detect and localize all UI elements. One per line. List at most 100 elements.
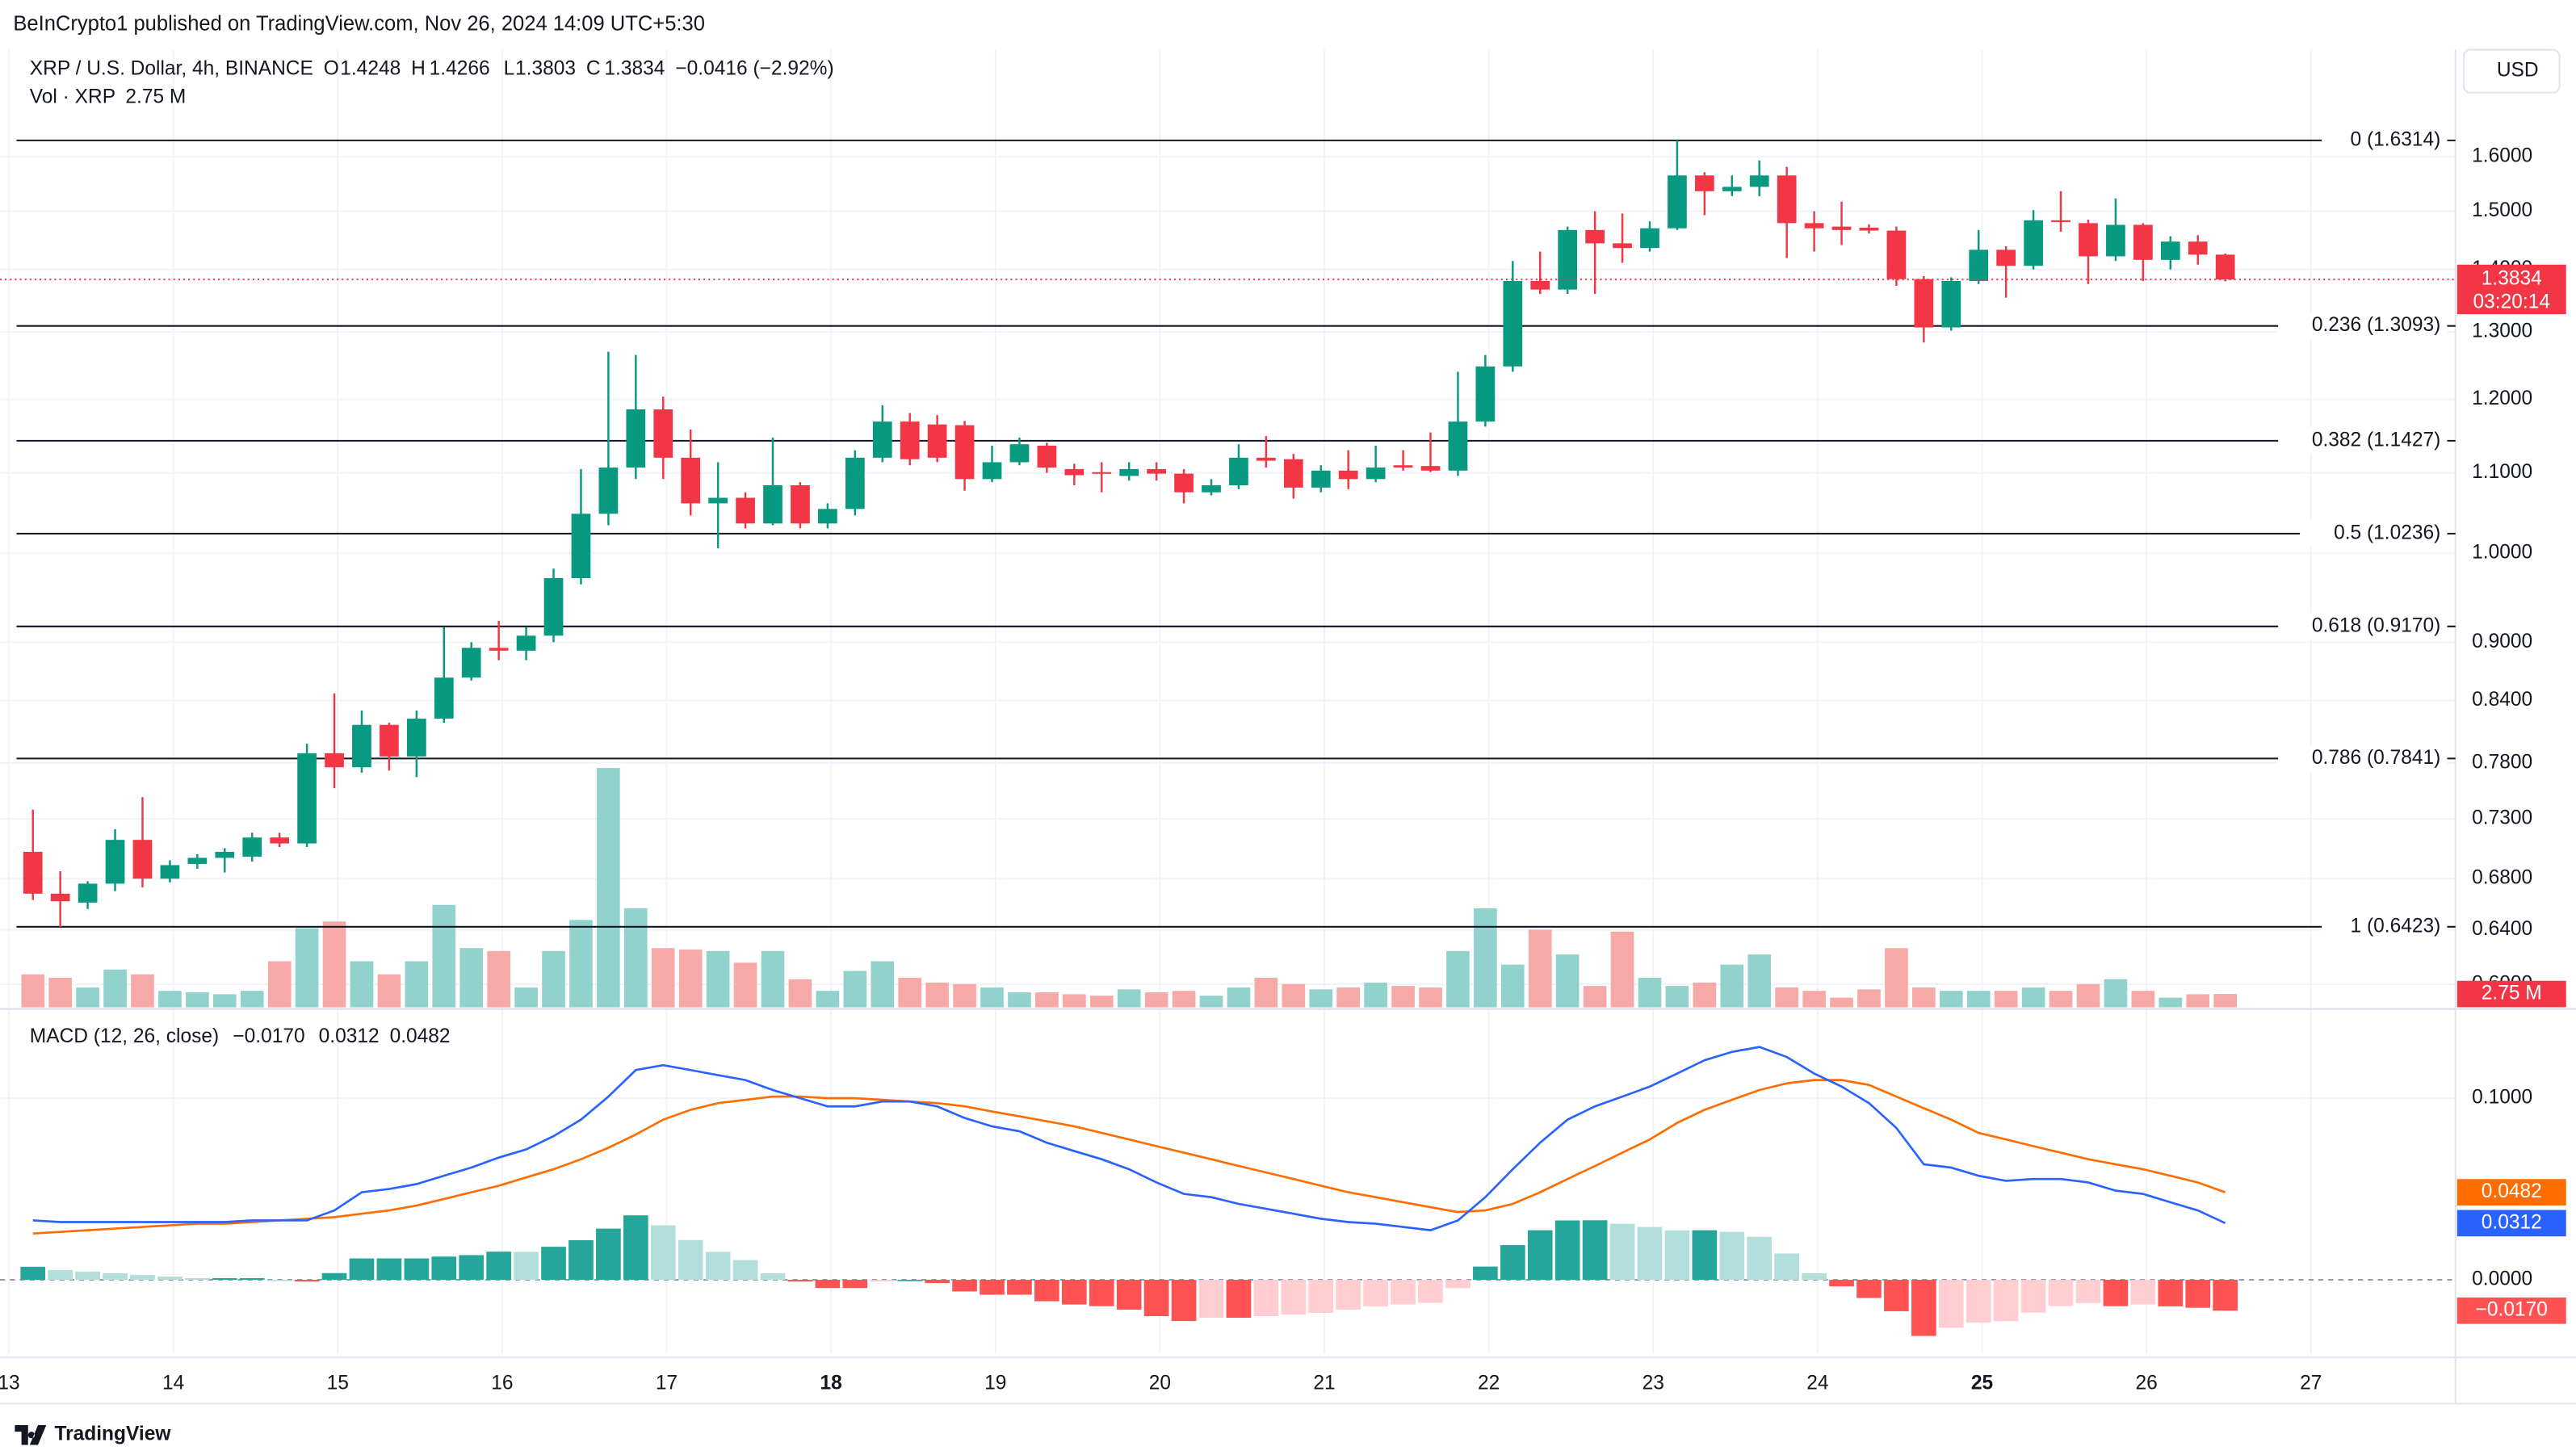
x-tick-label: 15 (327, 1372, 349, 1394)
y-tick-label: 1.0000 (2472, 542, 2532, 564)
candle-body (681, 457, 701, 504)
macd-hist-bar (514, 1252, 539, 1281)
candle-body (78, 883, 98, 903)
macd-hist-bar (185, 1278, 210, 1281)
candle-body (2079, 223, 2098, 257)
volume-bar (2131, 991, 2155, 1008)
macd-hist-bar (130, 1274, 155, 1281)
volume-bar (514, 987, 538, 1008)
volume-bar (1638, 977, 1662, 1008)
macd-hist-bar (1171, 1280, 1197, 1322)
macd-legend-signal: 0.0482 (390, 1025, 451, 1047)
macd-label-box (2456, 1179, 2566, 1206)
macd-hist-bar (596, 1228, 621, 1281)
candle-body (461, 648, 481, 678)
volume-bar (953, 983, 976, 1008)
volume-bar (597, 768, 620, 1008)
candle-body (900, 421, 920, 459)
fib-label: 0.786 (0.7841) (2312, 747, 2440, 769)
volume-bar (1775, 987, 1798, 1008)
volume-label-box (2456, 980, 2566, 1008)
y-tick-label: 0.6400 (2472, 918, 2532, 940)
price-label: 1.3834 (2482, 268, 2542, 290)
candle-body (736, 497, 755, 524)
volume-bar (1720, 964, 1744, 1008)
ohlc-letter: O (324, 58, 339, 80)
macd-hist-bar (48, 1269, 73, 1281)
macd-hist-bar (75, 1271, 100, 1281)
macd-hist-bar (1609, 1223, 1635, 1281)
candle-body (516, 635, 536, 651)
volume-bar (186, 992, 209, 1008)
candle-body (160, 865, 180, 879)
candle-body (2133, 224, 2153, 260)
macd-hist-bar (157, 1276, 183, 1281)
volume-bar (816, 991, 840, 1008)
candle-body (653, 409, 673, 458)
candle-body (1147, 468, 1166, 474)
candle-body (791, 484, 810, 524)
fib-label-bg (2278, 312, 2448, 340)
ohlc-letter: L (504, 58, 515, 80)
volume-bar (1830, 997, 1853, 1008)
macd-hist-bar (321, 1273, 347, 1281)
macd-value-label: 0.0482 (2482, 1180, 2542, 1202)
volume-bar (2076, 983, 2100, 1008)
macd-legend: MACD (12, 26, close) (30, 1025, 219, 1047)
macd-hist-bar (1966, 1280, 1991, 1323)
macd-hist-bar (650, 1225, 676, 1281)
volume-bar (843, 971, 867, 1008)
candle-body (50, 893, 70, 902)
macd-hist-bar (1198, 1280, 1224, 1319)
chart-title: XRP / U.S. Dollar, 4h, BINANCE (30, 58, 313, 80)
volume-bar (377, 974, 401, 1008)
macd-hist-bar (1473, 1266, 1498, 1281)
macd-label-box (2456, 1210, 2566, 1237)
volume-bar (405, 961, 429, 1008)
volume-bar (1885, 948, 1908, 1008)
volume-bar (651, 948, 675, 1008)
candle-body (954, 425, 975, 480)
volume-bar (980, 987, 1004, 1008)
ohlc-value: 1.4248 (340, 58, 401, 80)
ohlc-value: 1.3803 (515, 58, 576, 80)
macd-hist-bar (212, 1278, 237, 1281)
macd-hist-bar (1445, 1280, 1471, 1289)
candle-body (1366, 468, 1386, 480)
volume-bar (678, 950, 703, 1008)
signal-line (32, 1079, 2226, 1235)
macd-hist-bar (925, 1280, 950, 1284)
volume-bar (1994, 991, 2018, 1008)
volume-bar (487, 950, 510, 1008)
candle-body (1283, 459, 1303, 488)
candle-body (1475, 366, 1496, 422)
macd-hist-bar (1363, 1280, 1388, 1306)
candle-body (1174, 473, 1194, 493)
macd-hist-bar (1774, 1253, 1800, 1281)
macd-hist-bar (1554, 1220, 1580, 1281)
price-change: −0.0416 (−2.92%) (675, 58, 833, 80)
candle-body (2051, 220, 2070, 222)
macd-hist-bar (1664, 1230, 1690, 1281)
candle-body (132, 840, 153, 879)
volume-bar (1254, 977, 1278, 1008)
macd-hist-bar (1061, 1280, 1087, 1305)
volume-bar (240, 991, 264, 1008)
volume-bar (1528, 929, 1552, 1008)
volume-bar (1391, 986, 1415, 1008)
macd-hist-bar (1116, 1280, 1142, 1310)
macd-hist-bar (2075, 1280, 2101, 1303)
macd-hist-bar (2130, 1280, 2156, 1305)
volume-bar (459, 948, 484, 1008)
candle-body (1092, 472, 1112, 474)
candle-body (1338, 470, 1358, 480)
candle-body (571, 514, 591, 579)
volume-bar (2186, 994, 2210, 1008)
macd-hist-bar (1308, 1280, 1334, 1313)
candle-body (1064, 468, 1085, 476)
candle-body (763, 484, 782, 524)
x-tick-label: 17 (656, 1372, 678, 1394)
candle-body (489, 648, 509, 651)
y-tick-label: 0.8400 (2472, 689, 2532, 711)
candle-body (598, 468, 619, 514)
